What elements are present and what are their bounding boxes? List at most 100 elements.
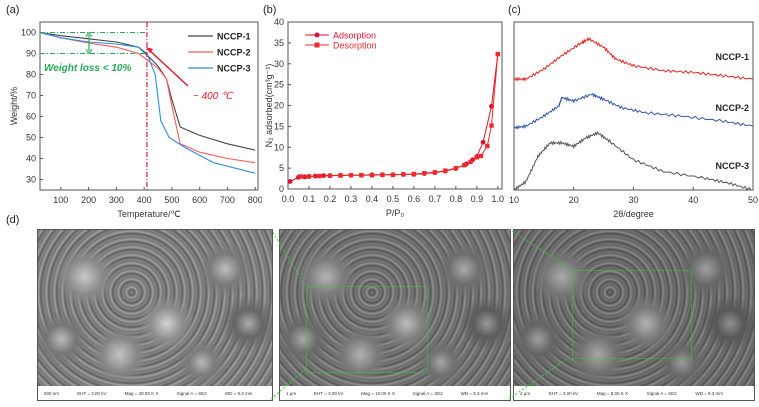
series-line-nccp-1 — [513, 36, 754, 82]
x-axis-label: P/P₀ — [386, 208, 405, 218]
y-tick-label: 40 — [274, 17, 284, 27]
x-tick-label: 0.4 — [366, 194, 379, 204]
signal: Signal A = SE2 — [176, 390, 207, 396]
x-tick-label: 0.6 — [408, 194, 421, 204]
data-point — [478, 153, 484, 159]
legend-label: NCCP-3 — [217, 64, 251, 74]
series-label: NCCP-3 — [715, 161, 749, 171]
x-axis-label: Temperature/℃ — [117, 209, 180, 219]
wd: WD = 9.3 mm — [460, 390, 489, 396]
data-point — [338, 173, 343, 178]
signal: Signal A = SE2 — [412, 390, 443, 396]
eht: EHT = 3.00 kV — [548, 390, 579, 396]
y-tick-label: 0 — [279, 184, 284, 194]
x-tick-label: 0.0 — [282, 194, 295, 204]
sem-info-bar: 500 nm EHT = 3.00 kV Mag = 20.00 K X Signal… — [38, 386, 272, 400]
legend-label: Desorption — [333, 41, 377, 51]
bet-chart: 0.0 0.1 0.2 0.3 0.4 0.5 0.6 0.7 0.8 0.9 1.0 0 5 10 15 2… — [264, 17, 505, 218]
scale-bar: 1 μm — [286, 390, 297, 396]
y-tick-label: 80 — [26, 70, 36, 80]
eht: EHT = 3.00 kV — [77, 390, 107, 396]
data-point — [485, 143, 490, 149]
xrd-chart: 10 20 30 40 50 2θ/degree NCCP-1 NCCP-2 NCCP-3 — [509, 21, 758, 219]
y-tick-label: 35 — [274, 38, 284, 48]
arrow-heads-icon — [85, 31, 93, 55]
sem-image-2: 1 μm EHT = 3.00 kV Mag = 10.00 K X Signal A… — [279, 229, 511, 401]
y-tick-label: 40 — [26, 154, 36, 164]
panel-label-a: (a) — [6, 4, 20, 16]
series-line-nccp-3 — [513, 130, 753, 191]
x-tick-label: 300 — [109, 195, 124, 205]
data-point — [443, 168, 448, 173]
x-tick-label: 0.9 — [471, 194, 484, 204]
y-tick-label: 10 — [274, 142, 284, 152]
y-tick-label: 60 — [26, 112, 36, 122]
y-tick-label: 25 — [274, 80, 284, 90]
y-tick-label: 70 — [26, 91, 36, 101]
temperature-annotation: ~ 400 ℃ — [193, 91, 234, 102]
x-tick-label: 30 — [628, 195, 638, 205]
x-tick-label: 1.0 — [492, 194, 505, 204]
mag: Mag = 10.00 K X — [361, 390, 395, 396]
y-tick-label: 30 — [26, 175, 36, 185]
x-tick-label: 400 — [137, 195, 152, 205]
sem-info-bar: 2 μm EHT = 3.00 kV Mag = 5.00 K X Signal A … — [514, 386, 754, 400]
x-tick-label: 0.8 — [450, 194, 463, 204]
x-tick-label: 100 — [53, 195, 68, 205]
legend-label: Adsorption — [333, 31, 376, 41]
data-point — [495, 51, 501, 57]
series-label: NCCP-1 — [715, 52, 749, 62]
x-tick-label: 800 — [248, 195, 262, 205]
scale-bar: 2 μm — [520, 390, 531, 396]
x-tick-label: 20 — [569, 195, 579, 205]
y-tick-label: 30 — [274, 59, 284, 69]
series-label: NCCP-2 — [715, 103, 749, 113]
x-tick-label: 700 — [220, 195, 235, 205]
data-point — [287, 179, 293, 184]
data-point — [380, 172, 385, 178]
sem-texture — [38, 230, 272, 386]
wd: WD = 9.3 mm — [695, 390, 723, 396]
y-tick-label: 50 — [26, 133, 36, 143]
series-line-desorption — [300, 54, 499, 177]
y-axis-label: Weight/% — [9, 87, 19, 125]
zoom-region — [306, 286, 428, 373]
data-point — [348, 173, 354, 178]
sem-image-3: 2 μm EHT = 3.00 kV Mag = 5.00 K X Signal A … — [513, 229, 755, 401]
data-point — [468, 159, 473, 165]
x-tick-label: 0.1 — [303, 194, 316, 204]
weight-loss-annotation: Weight loss < 10% — [44, 63, 131, 74]
x-tick-label: 0.2 — [324, 194, 337, 204]
legend-marker — [314, 32, 320, 38]
data-point — [298, 174, 303, 179]
data-point — [489, 123, 494, 128]
data-point — [317, 173, 322, 179]
x-tick-label: 40 — [688, 195, 698, 205]
arrow-line — [147, 48, 189, 87]
data-point — [480, 139, 486, 145]
y-axis-label: N₂ adsorbed(cm³g⁻¹) — [264, 64, 274, 148]
data-point — [369, 173, 375, 178]
x-axis-label: 2θ/degree — [613, 209, 654, 219]
data-point — [401, 172, 406, 177]
data-point — [306, 174, 312, 179]
x-tick-label: 0.7 — [429, 194, 442, 204]
legend-label: NCCP-1 — [217, 32, 251, 42]
panel-label-b: (b) — [263, 4, 277, 16]
series-line-nccp-3 — [39, 31, 256, 174]
x-tick-label: 10 — [509, 195, 519, 205]
panel-label-c: (c) — [508, 4, 521, 16]
x-tick-label: 600 — [192, 195, 207, 205]
x-tick-label: 500 — [164, 195, 179, 205]
zoom-region — [572, 270, 692, 359]
data-point — [474, 155, 480, 160]
wd: WD = 9.3 mm — [224, 390, 253, 396]
legend-marker — [314, 42, 320, 48]
plot-frame — [39, 21, 259, 191]
series-line-nccp-2 — [513, 92, 754, 130]
tga-chart: 100 200 300 400 500 600 700 800 30 40 50 60 70 80 90 10… — [9, 21, 262, 219]
mag: Mag = 5.00 K X — [596, 390, 629, 396]
signal: Signal A = SE2 — [646, 390, 677, 396]
data-point — [411, 171, 417, 177]
data-point — [453, 165, 459, 171]
